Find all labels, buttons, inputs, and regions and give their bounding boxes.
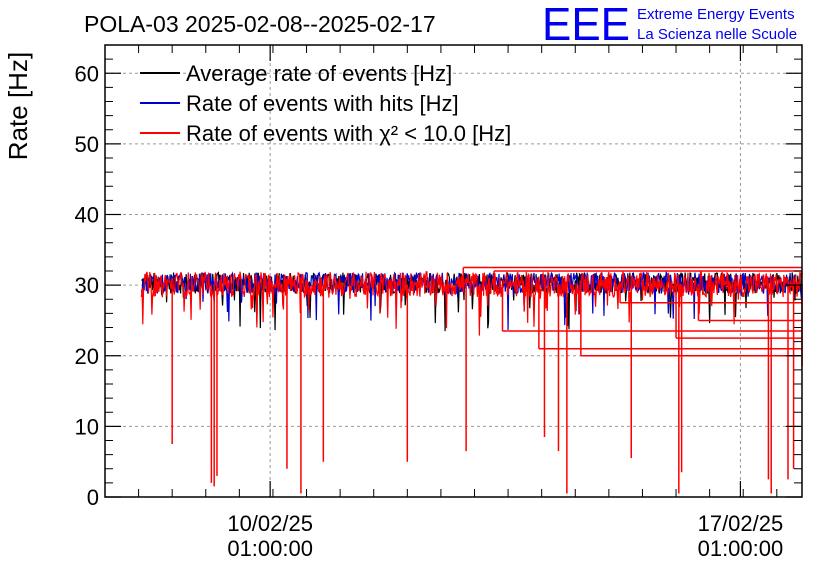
y-tick-label: 60 [75,61,99,86]
legend-label-hits: Rate of events with hits [Hz] [186,91,459,116]
eee-logo: EEE Extreme Energy Events La Scienza nel… [542,0,797,50]
eee-logo-line1: Extreme Energy Events [637,6,795,23]
y-tick-label: 10 [75,414,99,439]
y-tick-label: 40 [75,203,99,228]
y-tick-label: 30 [75,273,99,298]
chart-title: POLA-03 2025-02-08--2025-02-17 [84,11,436,37]
x-tick-date: 10/02/25 [227,511,313,536]
x-tick-time: 01:00:00 [227,536,313,561]
x-tick-date: 17/02/25 [698,511,784,536]
plot-area [140,266,803,494]
x-tick-time: 01:00:00 [698,536,784,561]
axis-ticks [104,44,802,498]
y-tick-label: 20 [75,344,99,369]
eee-logo-line2: La Scienza nelle Scuole [637,26,797,43]
y-tick-label: 0 [87,485,99,510]
y-tick-label: 50 [75,132,99,157]
legend-label-chi2: Rate of events with χ² < 10.0 [Hz] [186,121,511,146]
eee-logo-mark: EEE [542,0,630,50]
y-axis-label: Rate [Hz] [3,52,33,160]
legend: Average rate of events [Hz] Rate of even… [140,61,511,146]
series-line-2 [140,270,803,336]
legend-label-average: Average rate of events [Hz] [186,61,452,86]
